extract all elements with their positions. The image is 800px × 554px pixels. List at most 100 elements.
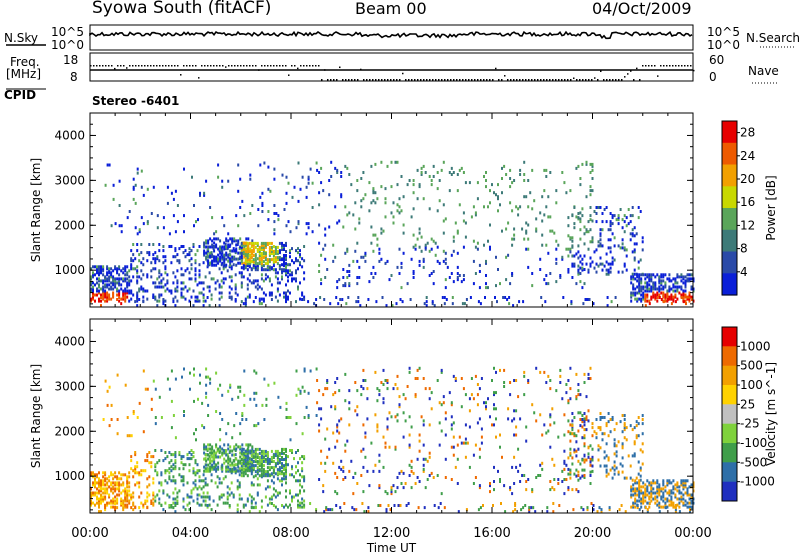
echo-cell — [335, 296, 338, 299]
echo-cell — [354, 381, 357, 384]
echo-cell — [676, 489, 679, 493]
echo-cell — [239, 459, 242, 463]
echo-cell — [196, 497, 199, 501]
echo-cell — [246, 295, 249, 299]
echo-cell — [513, 417, 516, 421]
nsky-tick-low: 10^0 — [51, 38, 84, 52]
echo-cell — [650, 491, 653, 495]
echo-cell — [634, 491, 637, 495]
echo-cell — [374, 191, 377, 195]
echo-cell — [221, 255, 224, 259]
echo-cell — [348, 173, 351, 176]
echo-cell — [440, 370, 443, 374]
echo-cell — [664, 273, 667, 277]
echo-cell — [676, 503, 679, 507]
echo-cell — [553, 231, 556, 235]
echo-cell — [642, 285, 645, 289]
echo-cell — [221, 216, 224, 220]
echo-cell — [208, 503, 211, 507]
echo-cell — [660, 489, 663, 493]
echo-cell — [483, 401, 485, 405]
echo-cell — [585, 428, 588, 432]
echo-cell — [293, 457, 295, 461]
echo-cell — [640, 287, 643, 291]
echo-cell — [256, 460, 259, 463]
echo-cell — [268, 258, 271, 262]
echo-cell — [264, 273, 267, 277]
echo-cell — [168, 471, 171, 475]
echo-cell — [640, 277, 643, 281]
echo-cell — [233, 445, 236, 449]
echo-cell — [283, 458, 285, 461]
echo-cell — [295, 479, 297, 483]
echo-cell — [239, 461, 242, 465]
echo-cell — [278, 458, 281, 461]
echo-cell — [569, 432, 572, 436]
echo-cell — [206, 504, 209, 507]
echo-cell — [320, 407, 323, 411]
echo-cell — [205, 239, 208, 243]
echo-cell — [244, 252, 247, 255]
echo-cell — [642, 501, 645, 505]
echo-cell — [227, 422, 230, 426]
echo-cell — [227, 469, 230, 473]
echo-cell — [215, 469, 218, 473]
echo-cell — [307, 414, 310, 417]
echo-cell — [424, 387, 427, 391]
echo-cell — [226, 501, 229, 505]
echo-cell — [583, 242, 586, 246]
echo-cell — [579, 254, 582, 258]
echo-cell — [154, 281, 157, 285]
echo-cell — [656, 499, 659, 503]
echo-cell — [414, 247, 417, 251]
echo-cell — [362, 171, 365, 174]
echo-cell — [254, 241, 257, 245]
echo-cell — [270, 458, 273, 461]
echo-cell — [244, 456, 247, 459]
echo-cell — [240, 474, 243, 478]
echo-cell — [162, 489, 165, 493]
echo-cell — [220, 295, 223, 299]
echo-cell — [276, 250, 279, 253]
echo-cell — [134, 471, 137, 475]
echo-cell — [210, 297, 213, 301]
echo-cell — [430, 237, 433, 241]
echo-cell — [256, 266, 259, 270]
echo-cell — [318, 270, 321, 273]
echo-cell — [108, 424, 111, 428]
echo-cell — [156, 304, 159, 308]
echo-cell — [218, 297, 221, 301]
echo-cell — [519, 463, 522, 467]
echo-cell — [251, 461, 254, 465]
echo-cell — [276, 462, 279, 466]
freq-label-2: [MHz] — [6, 67, 42, 81]
echo-cell — [118, 273, 121, 277]
echo-cell — [226, 247, 229, 251]
echo-cell — [674, 295, 677, 299]
echo-cell — [276, 458, 279, 461]
echo-cell — [154, 285, 157, 289]
echo-cell — [184, 508, 187, 512]
echo-cell — [222, 501, 225, 505]
echo-cell — [136, 271, 139, 275]
echo-cell — [567, 268, 570, 271]
echo-cell — [174, 504, 177, 507]
echo-cell — [642, 491, 645, 495]
echo-cell — [656, 503, 659, 507]
echo-cell — [680, 285, 683, 289]
echo-cell — [425, 296, 428, 299]
echo-cell — [132, 410, 135, 413]
echo-cell — [573, 450, 576, 454]
echo-cell — [609, 228, 612, 232]
echo-cell — [599, 256, 602, 260]
echo-cell — [230, 275, 233, 279]
echo-cell — [462, 274, 465, 277]
echo-cell — [264, 277, 267, 281]
echo-cell — [579, 393, 582, 397]
echo-cell — [428, 451, 431, 455]
echo-cell — [262, 264, 265, 268]
echo-cell — [646, 289, 649, 293]
echo-cell — [418, 231, 421, 235]
echo-cell — [582, 302, 585, 306]
echo-cell — [235, 412, 238, 415]
